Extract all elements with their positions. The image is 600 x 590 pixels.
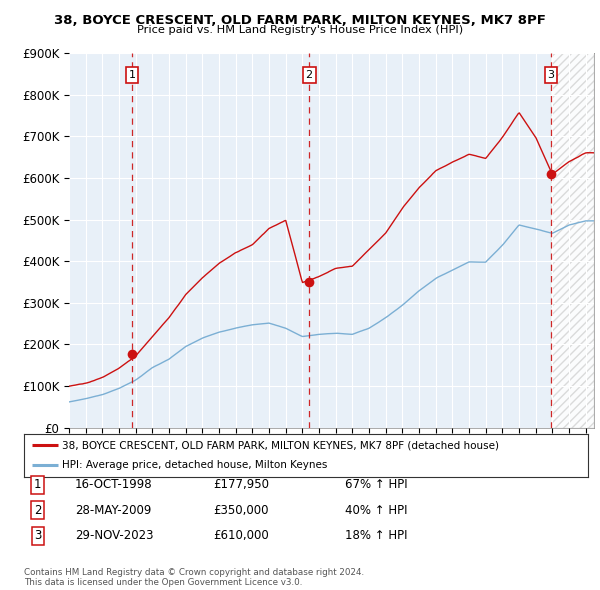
Text: 18% ↑ HPI: 18% ↑ HPI [345,529,407,542]
Text: 38, BOYCE CRESCENT, OLD FARM PARK, MILTON KEYNES, MK7 8PF: 38, BOYCE CRESCENT, OLD FARM PARK, MILTO… [54,14,546,27]
Text: 67% ↑ HPI: 67% ↑ HPI [345,478,407,491]
Text: 28-MAY-2009: 28-MAY-2009 [75,504,151,517]
Text: 1: 1 [34,478,41,491]
Text: This data is licensed under the Open Government Licence v3.0.: This data is licensed under the Open Gov… [24,578,302,587]
Text: £610,000: £610,000 [213,529,269,542]
Text: 29-NOV-2023: 29-NOV-2023 [75,529,154,542]
Text: £350,000: £350,000 [213,504,269,517]
Text: 40% ↑ HPI: 40% ↑ HPI [345,504,407,517]
Text: 2: 2 [34,504,41,517]
Text: Contains HM Land Registry data © Crown copyright and database right 2024.: Contains HM Land Registry data © Crown c… [24,568,364,577]
Text: 16-OCT-1998: 16-OCT-1998 [75,478,152,491]
Text: Price paid vs. HM Land Registry's House Price Index (HPI): Price paid vs. HM Land Registry's House … [137,25,463,35]
Bar [551,53,594,428]
Text: HPI: Average price, detached house, Milton Keynes: HPI: Average price, detached house, Milt… [62,460,328,470]
Text: £177,950: £177,950 [213,478,269,491]
Text: 3: 3 [547,70,554,80]
Bar [551,53,594,428]
Text: 38, BOYCE CRESCENT, OLD FARM PARK, MILTON KEYNES, MK7 8PF (detached house): 38, BOYCE CRESCENT, OLD FARM PARK, MILTO… [62,440,499,450]
Text: 3: 3 [34,529,41,542]
Text: 1: 1 [128,70,136,80]
Text: 2: 2 [305,70,313,80]
